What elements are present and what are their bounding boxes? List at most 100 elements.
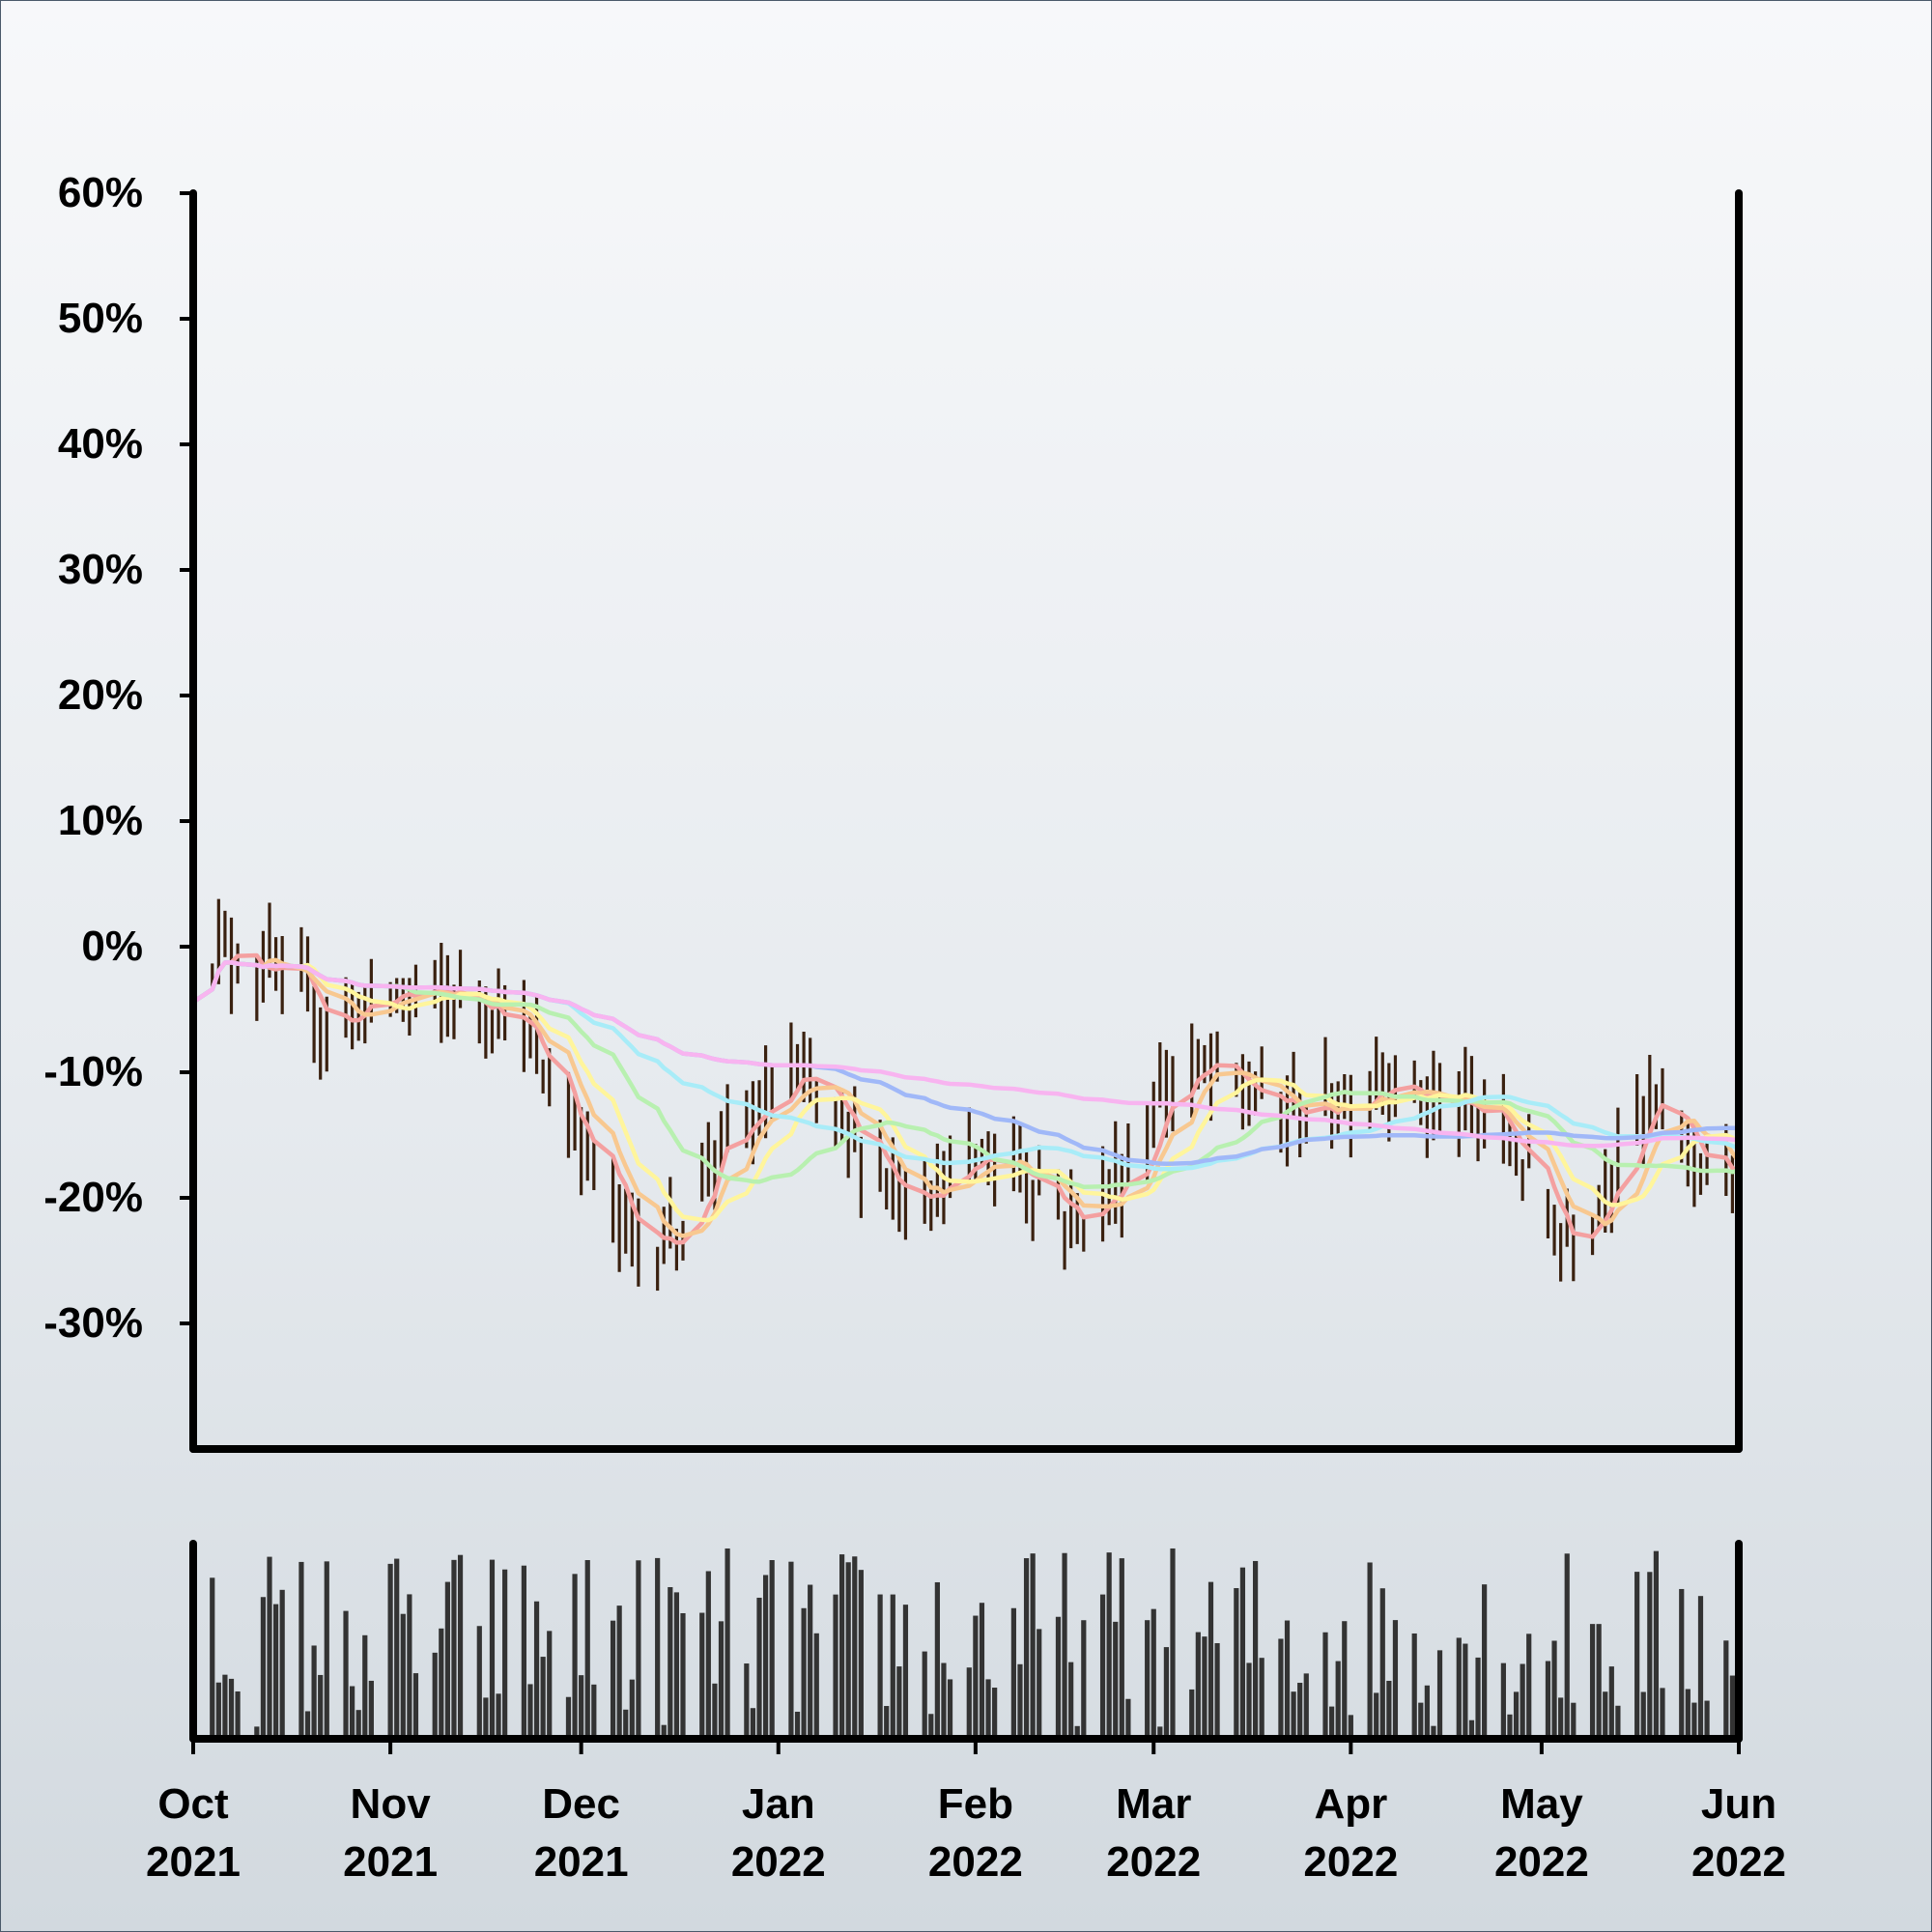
- volume-bar: [457, 1554, 464, 1735]
- volume-bar: [705, 1571, 711, 1735]
- volume-bar: [1367, 1562, 1373, 1735]
- volume-bar: [1335, 1661, 1341, 1735]
- x-tick-label-month: Jan: [742, 1780, 815, 1828]
- volume-bar: [533, 1601, 540, 1735]
- volume-bar: [1456, 1637, 1462, 1735]
- volume-bar: [1239, 1567, 1246, 1735]
- volume-bar: [1526, 1634, 1532, 1735]
- y-axis-ticks: 60% 50% 40% 30% 20% 10% 0% -10% -20% -30%: [43, 169, 193, 1347]
- y-tick-label: 60%: [58, 169, 143, 216]
- x-tick-label-year: 2022: [1303, 1838, 1398, 1886]
- volume-bar: [661, 1724, 667, 1735]
- volume-bar: [1704, 1700, 1710, 1735]
- x-tick-label-year: 2022: [1691, 1838, 1786, 1886]
- y-tick-label: 30%: [58, 546, 143, 593]
- volume-bar: [527, 1684, 533, 1735]
- volume-bar: [623, 1709, 629, 1735]
- volume-bar: [1551, 1640, 1557, 1735]
- volume-bar: [636, 1560, 641, 1735]
- volume-bar: [1436, 1650, 1443, 1735]
- volume-bar: [540, 1657, 546, 1735]
- volume-bar: [476, 1626, 482, 1735]
- volume-bar: [1278, 1638, 1284, 1735]
- volume-bar: [1068, 1662, 1074, 1735]
- volume-bar: [839, 1554, 845, 1735]
- moving-average-line: [191, 960, 1740, 1149]
- volume-bar: [1418, 1702, 1424, 1735]
- volume-bar: [1431, 1725, 1436, 1735]
- volume-bar: [483, 1697, 489, 1735]
- volume-bar: [267, 1556, 272, 1735]
- volume-bar: [801, 1607, 807, 1735]
- volume-bar: [1151, 1608, 1156, 1735]
- volume-bar: [304, 1711, 311, 1735]
- volume-bar: [852, 1556, 858, 1735]
- volume-bar: [845, 1562, 851, 1735]
- y-tick-label: 0%: [81, 923, 143, 970]
- moving-average-line: [191, 960, 1741, 1223]
- volume-bar: [762, 1575, 769, 1735]
- volume-bar: [235, 1690, 241, 1735]
- volume-bar: [1468, 1719, 1475, 1735]
- volume-bar: [712, 1683, 718, 1735]
- volume-bar: [521, 1565, 526, 1735]
- y-tick-label: -20%: [43, 1174, 143, 1221]
- volume-bar: [1691, 1702, 1697, 1735]
- volume-bar: [579, 1675, 584, 1735]
- volume-bar: [1564, 1553, 1570, 1735]
- volume-bar: [756, 1597, 762, 1735]
- volume-bar: [298, 1561, 304, 1735]
- volume-bar: [572, 1574, 578, 1735]
- volume-bar: [210, 1577, 215, 1735]
- volume-bar: [877, 1594, 883, 1735]
- y-tick-label: 10%: [58, 797, 143, 844]
- volume-bar: [808, 1584, 813, 1735]
- volume-bar: [1507, 1714, 1513, 1735]
- volume-bar: [215, 1682, 221, 1735]
- volume-bar: [1685, 1689, 1690, 1735]
- volume-bar: [1653, 1550, 1660, 1735]
- volume-bar: [1374, 1692, 1379, 1735]
- x-tick-label-year: 2022: [731, 1838, 826, 1886]
- y-tick-label: -30%: [43, 1299, 143, 1347]
- volume-bar: [451, 1559, 457, 1735]
- volume-bar: [1379, 1588, 1385, 1735]
- volume-bar: [668, 1587, 673, 1735]
- volume-bar: [947, 1679, 953, 1735]
- volume-bar: [1017, 1663, 1023, 1735]
- moving-average-lines: [191, 952, 1741, 1245]
- volume-bar: [1023, 1558, 1030, 1735]
- volume-bar: [350, 1686, 355, 1735]
- volume-bar: [1482, 1584, 1488, 1735]
- x-tick-label-year: 2021: [343, 1838, 438, 1886]
- volume-bar: [928, 1714, 934, 1735]
- volume-bar: [699, 1612, 705, 1735]
- volume-bar: [1113, 1621, 1119, 1735]
- volume-bar: [813, 1633, 819, 1735]
- volume-bar: [655, 1557, 661, 1735]
- volume-bar: [858, 1570, 864, 1735]
- volume-bar: [1303, 1673, 1309, 1735]
- volume-bar: [318, 1674, 324, 1735]
- volume-bar: [1081, 1620, 1087, 1735]
- volume-bar: [1558, 1697, 1564, 1735]
- volume-bar: [1589, 1624, 1596, 1735]
- x-tick-label-year: 2022: [928, 1838, 1023, 1886]
- x-tick-label-month: May: [1500, 1780, 1583, 1828]
- volume-bar: [884, 1706, 890, 1735]
- axes: [189, 189, 1743, 1743]
- volume-bar: [222, 1674, 228, 1735]
- volume-bar: [1145, 1620, 1151, 1735]
- volume-bar: [1463, 1643, 1468, 1735]
- volume-bar: [343, 1610, 349, 1735]
- volume-bar: [591, 1684, 597, 1735]
- x-axis-ticks: Oct 2021 Nov 2021 Dec 2021 Jan 2022 Feb 2022 Mar 20…: [146, 1739, 1786, 1886]
- volume-bar: [1729, 1675, 1736, 1735]
- x-tick-label-year: 2022: [1494, 1838, 1589, 1886]
- x-tick-label-year: 2022: [1106, 1838, 1201, 1886]
- volume-bar: [616, 1605, 622, 1735]
- volume-bar: [1259, 1658, 1264, 1735]
- volume-bar: [1520, 1663, 1525, 1735]
- volume-bar: [610, 1620, 616, 1735]
- volume-bar: [1603, 1691, 1608, 1735]
